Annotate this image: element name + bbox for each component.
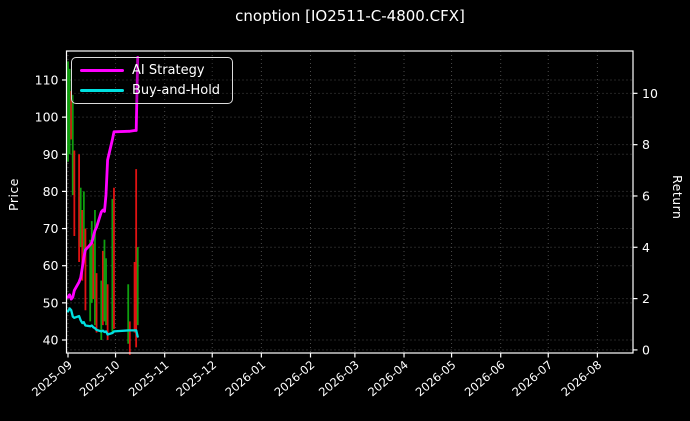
y-axis-label-price: Price — [6, 178, 21, 211]
month-tick-label: 2025-11 — [126, 358, 172, 400]
return-tick-label: 8 — [642, 137, 650, 152]
price-tick-label: 90 — [43, 147, 59, 162]
price-tick-label: 80 — [43, 184, 59, 199]
ai-strategy-line-swatch — [80, 68, 124, 73]
price-tick-label: 50 — [43, 295, 59, 310]
return-tick-label: 4 — [642, 240, 650, 255]
legend: AI Strategy Buy-and-Hold — [71, 57, 234, 104]
price-tick-label: 40 — [43, 332, 59, 347]
month-tick-label: 2026-01 — [222, 358, 268, 400]
return-tick-label: 2 — [642, 291, 650, 306]
month-tick-label: 2025-09 — [29, 358, 75, 400]
legend-item-ai-strategy: AI Strategy — [80, 63, 220, 78]
return-tick-label: 10 — [642, 86, 658, 101]
month-tick-label: 2025-12 — [173, 358, 219, 400]
return-tick-label: 0 — [642, 342, 650, 357]
price-tick-label: 70 — [43, 221, 59, 236]
buy-and-hold-line — [66, 307, 139, 338]
month-tick-label: 2026-07 — [509, 358, 555, 400]
month-tick-label: 2025-10 — [77, 358, 123, 400]
price-tick-label: 110 — [35, 72, 59, 87]
month-tick-label: 2026-04 — [365, 358, 411, 400]
month-tick-label: 2026-05 — [413, 358, 459, 400]
price-tick-label: 60 — [43, 258, 59, 273]
legend-label-ai-strategy: AI Strategy — [132, 63, 205, 78]
y-axis-label-return: Return — [670, 175, 685, 220]
ai-strategy-line — [66, 56, 140, 301]
plot-frame — [65, 50, 634, 354]
chart-title: cnoption [IO2511-C-4800.CFX] — [235, 7, 465, 25]
legend-item-buy-and-hold: Buy-and-Hold — [80, 83, 220, 98]
price-tick-label: 100 — [35, 110, 59, 125]
month-tick-label: 2026-03 — [316, 358, 362, 400]
month-tick-label: 2026-02 — [272, 358, 318, 400]
buy-and-hold-line-swatch — [80, 88, 124, 93]
month-tick-label: 2026-06 — [462, 358, 508, 400]
return-tick-label: 6 — [642, 188, 650, 203]
month-tick-label: 2026-08 — [559, 358, 605, 400]
legend-label-buy-and-hold: Buy-and-Hold — [132, 83, 221, 98]
